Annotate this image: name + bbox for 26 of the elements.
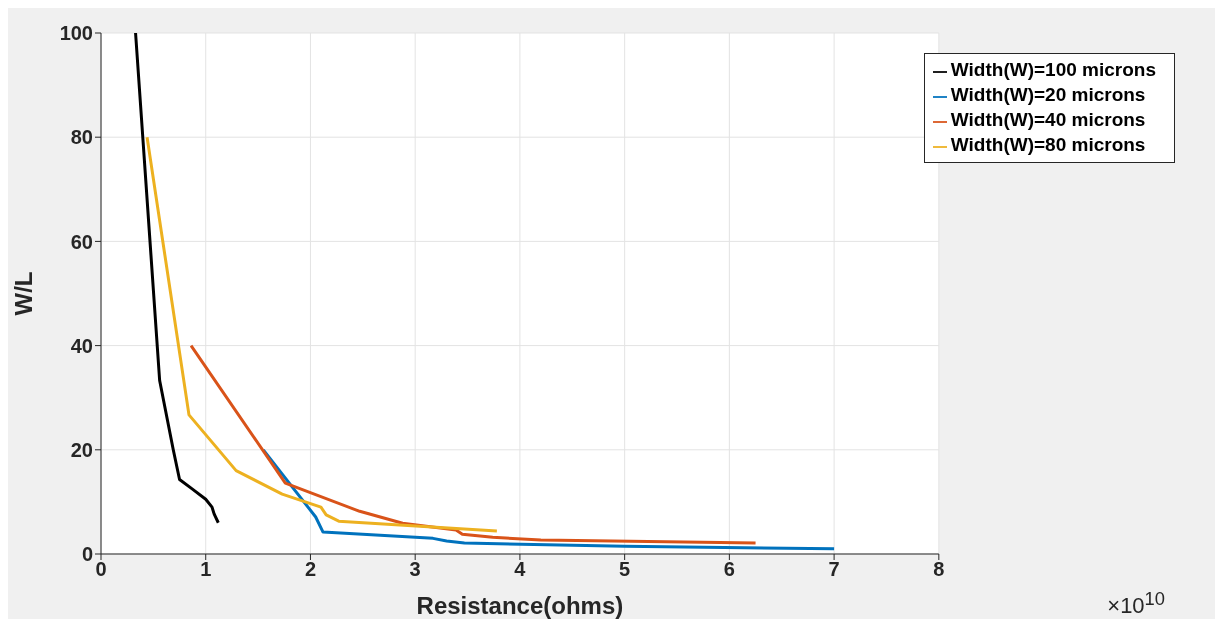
x-tick-label: 2 xyxy=(304,558,317,581)
line-series xyxy=(261,448,836,551)
y-tick-label: 100 xyxy=(59,22,93,45)
x-axis-title: Resistance(ohms) xyxy=(416,592,624,619)
y-tick-label: 40 xyxy=(70,334,93,357)
line-series xyxy=(145,135,499,533)
legend-label: Width(W)=40 microns xyxy=(950,109,1146,130)
line-series xyxy=(134,33,220,525)
legend-label: Width(W)=100 microns xyxy=(950,59,1156,80)
legend-label: Width(W)=80 microns xyxy=(950,134,1146,155)
x-tick-label: 0 xyxy=(95,558,107,581)
x-tick-label: 5 xyxy=(619,558,631,581)
y-axis-title: W/L xyxy=(9,271,37,316)
x-tick-label: 6 xyxy=(723,558,735,581)
x-tick-label: 3 xyxy=(409,558,421,581)
y-tick-label: 60 xyxy=(70,230,93,253)
x-tick-label: 1 xyxy=(200,558,212,581)
y-tick-label: 80 xyxy=(70,126,93,149)
line-series xyxy=(189,344,758,545)
legend-label: Width(W)=20 microns xyxy=(950,84,1146,105)
x-tick-label: 4 xyxy=(514,558,527,581)
text: ×10$^{10}$ xyxy=(1107,587,1165,619)
x-tick-label: 7 xyxy=(828,558,840,581)
y-tick-label: 20 xyxy=(70,438,93,461)
x-tick-label: 8 xyxy=(933,558,945,581)
y-tick-label: 0 xyxy=(81,543,93,566)
